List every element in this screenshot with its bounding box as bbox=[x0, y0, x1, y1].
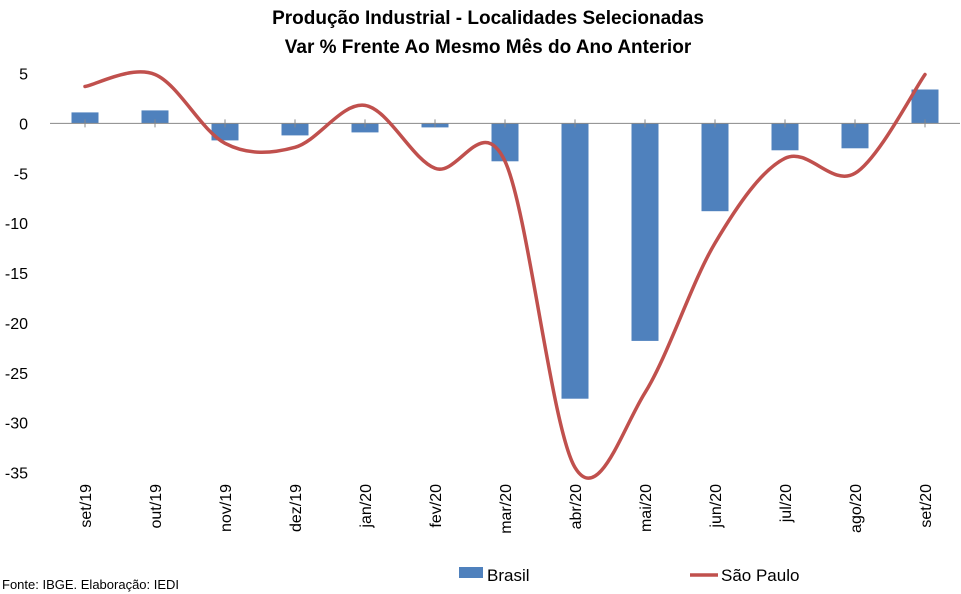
bar bbox=[841, 123, 869, 149]
x-tick-label: mai/20 bbox=[638, 484, 655, 532]
bar bbox=[631, 123, 659, 341]
bar bbox=[141, 110, 169, 124]
x-tick-label: jun/20 bbox=[708, 484, 725, 529]
y-tick-label: -35 bbox=[5, 466, 28, 483]
y-tick-label: -10 bbox=[5, 216, 28, 233]
x-tick-label: dez/19 bbox=[288, 484, 305, 532]
chart-subtitle: Var % Frente Ao Mesmo Mês do Ano Anterio… bbox=[285, 37, 692, 58]
bar-series-brasil bbox=[71, 89, 939, 399]
bar bbox=[211, 123, 239, 141]
x-axis-ticks bbox=[84, 119, 926, 128]
bar bbox=[281, 123, 309, 136]
y-tick-label: -5 bbox=[14, 166, 28, 183]
source-note: Fonte: IBGE. Elaboração: IEDI bbox=[2, 577, 179, 592]
bar bbox=[71, 112, 99, 124]
x-tick-label: jul/20 bbox=[778, 484, 795, 523]
x-tick-label: out/19 bbox=[148, 484, 165, 529]
y-axis: 5 0 -5 -10 -15 -20 -25 -30 -35 bbox=[5, 67, 28, 483]
x-tick-label: jan/20 bbox=[358, 484, 375, 529]
bar bbox=[561, 123, 589, 399]
x-tick-label: set/20 bbox=[918, 484, 935, 528]
bar bbox=[351, 123, 379, 133]
x-tick-label: ago/20 bbox=[848, 484, 865, 533]
y-tick-label: -25 bbox=[5, 366, 28, 383]
y-tick-label: 5 bbox=[19, 67, 28, 84]
y-tick-label: 0 bbox=[19, 116, 28, 133]
legend-label-brasil: Brasil bbox=[487, 566, 530, 585]
legend: Brasil São Paulo bbox=[459, 566, 799, 585]
legend-swatch-brasil bbox=[459, 567, 483, 578]
bar bbox=[911, 89, 939, 124]
x-tick-label: abr/20 bbox=[568, 484, 585, 529]
chart-title: Produção Industrial - Localidades Seleci… bbox=[272, 8, 704, 29]
bar bbox=[771, 123, 799, 151]
x-tick-label: set/19 bbox=[78, 484, 95, 528]
x-tick-label: nov/19 bbox=[218, 484, 235, 532]
x-tick-label: fev/20 bbox=[428, 484, 445, 528]
x-tick-label: mar/20 bbox=[498, 484, 515, 534]
bar bbox=[491, 123, 519, 162]
y-tick-label: -20 bbox=[5, 316, 28, 333]
legend-label-sao-paulo: São Paulo bbox=[721, 566, 799, 585]
line-series-sao-paulo bbox=[83, 70, 927, 480]
bar bbox=[701, 123, 729, 212]
y-tick-label: -30 bbox=[5, 416, 28, 433]
x-axis: set/19 out/19 nov/19 dez/19 jan/20 fev/20 mar/… bbox=[78, 484, 935, 534]
y-tick-label: -15 bbox=[5, 266, 28, 283]
